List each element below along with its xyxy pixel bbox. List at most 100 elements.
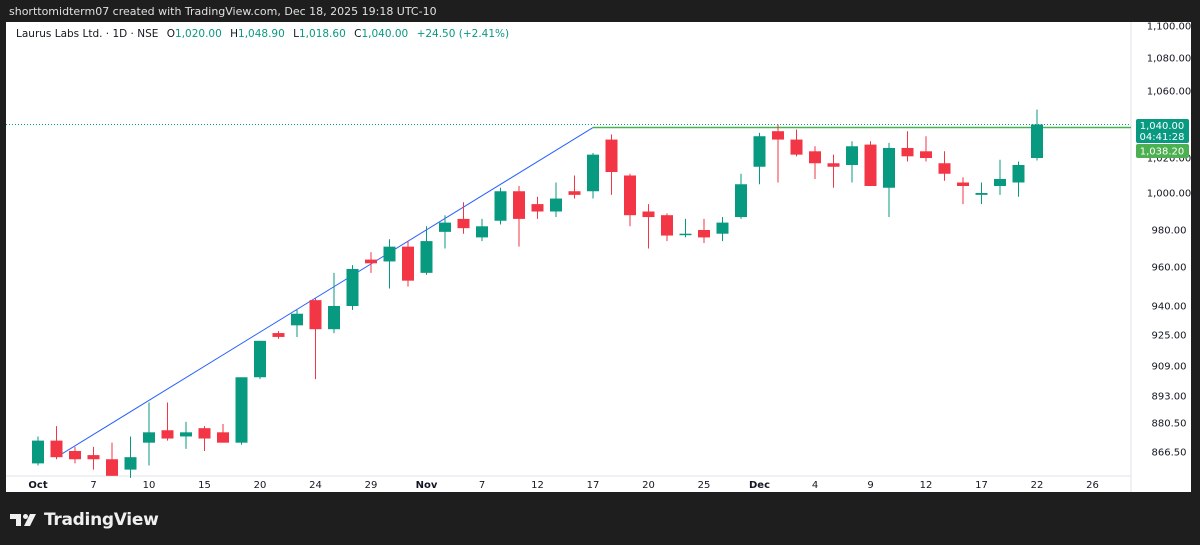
candle[interactable]: [698, 218, 710, 243]
candle[interactable]: [291, 309, 303, 337]
candle-body: [957, 182, 969, 186]
price-tick-label: 909.00: [1152, 362, 1187, 373]
candle[interactable]: [957, 177, 969, 205]
candle[interactable]: [513, 186, 525, 247]
chart-panel[interactable]: 1,100.00 1,080.00 1,060.00 1,020.00 1,000.00…: [6, 22, 1191, 492]
candle[interactable]: [272, 331, 285, 339]
candle[interactable]: [457, 202, 470, 234]
low-value: 1,018.60: [299, 28, 346, 40]
candle[interactable]: [827, 154, 840, 188]
candle[interactable]: [217, 424, 229, 443]
candle-body: [883, 147, 895, 188]
time-tick-label: 12: [920, 480, 933, 491]
candle[interactable]: [143, 402, 155, 466]
candle[interactable]: [124, 436, 137, 478]
candle-body: [180, 432, 192, 437]
price-tick-label: 960.00: [1152, 263, 1187, 274]
candle-body: [846, 146, 858, 165]
candle-body: [698, 230, 710, 238]
candle[interactable]: [50, 426, 63, 460]
open-value: 1,020.00: [175, 28, 222, 40]
price-tick-label: 1,020.00: [1147, 154, 1191, 165]
time-tick-label: 20: [642, 480, 655, 491]
candle[interactable]: [864, 141, 877, 186]
close-label: C: [354, 28, 362, 40]
candle[interactable]: [624, 173, 636, 227]
candle[interactable]: [309, 298, 322, 380]
candle[interactable]: [587, 152, 599, 199]
candle[interactable]: [328, 272, 340, 334]
candle[interactable]: [901, 131, 914, 162]
candle-body: [531, 204, 544, 212]
candle[interactable]: [198, 426, 211, 451]
price-tick-label: 1,100.00: [1147, 22, 1191, 33]
candle[interactable]: [716, 217, 729, 242]
candle[interactable]: [402, 241, 414, 287]
candle-body: [69, 450, 81, 460]
candle-body: [420, 241, 433, 273]
candle-body: [975, 193, 988, 195]
candle[interactable]: [883, 142, 895, 218]
candle[interactable]: [1031, 109, 1043, 161]
time-tick-label: 17: [975, 480, 988, 491]
candle-body: [124, 457, 137, 470]
price-chart[interactable]: 1,100.00 1,080.00 1,060.00 1,020.00 1,000.00…: [6, 22, 1191, 492]
price-tick-label: 925.00: [1152, 331, 1187, 342]
candle[interactable]: [550, 182, 562, 218]
candle[interactable]: [420, 226, 433, 275]
candle[interactable]: [975, 182, 988, 205]
time-tick-label: 17: [587, 480, 600, 491]
candle[interactable]: [790, 129, 803, 157]
candle[interactable]: [494, 187, 507, 225]
candle[interactable]: [235, 377, 248, 445]
candle[interactable]: [661, 213, 673, 242]
tradingview-wordmark: TradingView: [44, 510, 159, 530]
open-label: O: [166, 28, 176, 40]
candle[interactable]: [531, 196, 544, 219]
candle[interactable]: [679, 218, 692, 238]
candle[interactable]: [87, 446, 100, 470]
candle[interactable]: [735, 173, 747, 219]
candle[interactable]: [32, 436, 44, 466]
candle[interactable]: [180, 421, 192, 449]
candle[interactable]: [106, 442, 118, 476]
candle[interactable]: [642, 204, 655, 249]
price-tick-label: 893.00: [1152, 392, 1187, 403]
time-tick-label: 12: [531, 480, 544, 491]
candle[interactable]: [1012, 161, 1025, 197]
candle[interactable]: [365, 252, 377, 273]
candle[interactable]: [938, 151, 951, 181]
candle-body: [198, 428, 211, 439]
candle[interactable]: [809, 146, 821, 179]
candle-body: [457, 218, 470, 229]
candle-body: [235, 377, 248, 443]
candle[interactable]: [753, 132, 766, 185]
candle-body: [439, 222, 451, 232]
candle-body: [1031, 124, 1043, 158]
ascending-trendline[interactable]: [56, 127, 594, 458]
candle[interactable]: [772, 124, 784, 183]
tradingview-brand[interactable]: TradingView: [10, 510, 159, 530]
candle[interactable]: [846, 141, 858, 183]
candle[interactable]: [383, 239, 396, 289]
price-tick-label: 980.00: [1152, 226, 1187, 237]
symbol-name[interactable]: Laurus Labs Ltd. · 1D · NSE: [16, 28, 159, 40]
candle-body: [568, 191, 581, 195]
level-badge: [1136, 144, 1189, 158]
candle-body: [365, 259, 377, 264]
candle-body: [476, 226, 488, 238]
candle[interactable]: [605, 134, 618, 195]
candle[interactable]: [568, 175, 581, 199]
symbol-legend: Laurus Labs Ltd. · 1D · NSE O1,020.00 H1…: [16, 28, 509, 40]
candle[interactable]: [161, 402, 174, 441]
candle[interactable]: [69, 446, 81, 464]
candle[interactable]: [476, 218, 488, 242]
candle[interactable]: [439, 215, 451, 249]
candle[interactable]: [254, 340, 266, 380]
candle[interactable]: [994, 159, 1006, 195]
time-tick-label: 20: [254, 480, 267, 491]
candle-body: [272, 333, 285, 337]
candle-body: [587, 154, 599, 192]
candle[interactable]: [920, 136, 932, 162]
candle[interactable]: [346, 265, 359, 310]
